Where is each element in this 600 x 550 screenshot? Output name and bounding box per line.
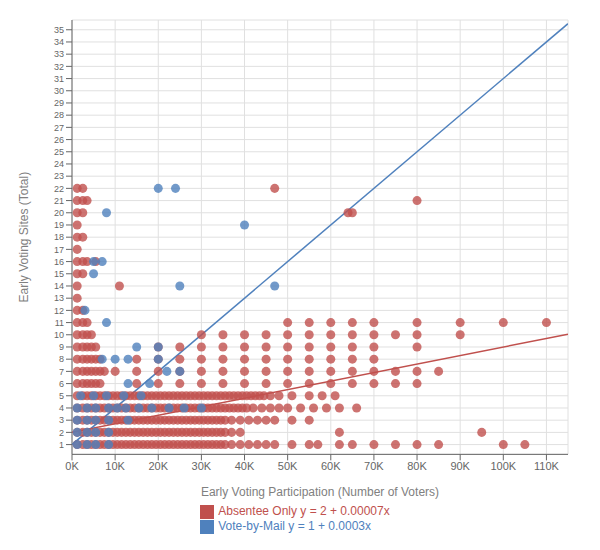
svg-text:0K: 0K	[65, 460, 79, 472]
svg-text:4: 4	[59, 403, 64, 413]
svg-text:60K: 60K	[321, 460, 341, 472]
svg-text:30K: 30K	[192, 460, 212, 472]
svg-text:Early Voting Sites (Total): Early Voting Sites (Total)	[17, 172, 31, 303]
svg-text:16: 16	[54, 257, 64, 267]
svg-text:1: 1	[59, 440, 64, 450]
svg-text:14: 14	[54, 281, 64, 291]
svg-text:22: 22	[54, 184, 64, 194]
svg-text:34: 34	[54, 37, 64, 47]
svg-text:31: 31	[54, 74, 64, 84]
svg-text:2: 2	[59, 428, 64, 438]
svg-text:23: 23	[54, 171, 64, 181]
svg-text:10: 10	[54, 330, 64, 340]
svg-text:7: 7	[59, 367, 64, 377]
svg-text:24: 24	[54, 159, 64, 169]
svg-text:30: 30	[54, 86, 64, 96]
svg-text:26: 26	[54, 135, 64, 145]
svg-text:25: 25	[54, 147, 64, 157]
svg-text:100K: 100K	[490, 460, 516, 472]
svg-text:28: 28	[54, 110, 64, 120]
svg-text:10K: 10K	[105, 460, 125, 472]
svg-text:8: 8	[59, 354, 64, 364]
svg-text:32: 32	[54, 62, 64, 72]
svg-text:13: 13	[54, 293, 64, 303]
svg-text:15: 15	[54, 269, 64, 279]
html-text:Absentee Only y = 2 + 0.00007x: Absentee Only y = 2 + 0.00007x	[218, 504, 390, 519]
svg-text:17: 17	[54, 245, 64, 255]
svg-text:19: 19	[54, 220, 64, 230]
svg-text:50K: 50K	[278, 460, 298, 472]
svg-text:6: 6	[59, 379, 64, 389]
svg-text:29: 29	[54, 98, 64, 108]
svg-text:20K: 20K	[148, 460, 168, 472]
svg-text:27: 27	[54, 123, 64, 133]
svg-text:21: 21	[54, 196, 64, 206]
svg-text:18: 18	[54, 232, 64, 242]
svg-text:9: 9	[59, 342, 64, 352]
svg-text:80K: 80K	[407, 460, 427, 472]
svg-text:12: 12	[54, 306, 64, 316]
svg-text:110K: 110K	[534, 460, 560, 472]
svg-text:90K: 90K	[450, 460, 470, 472]
svg-text:5: 5	[59, 391, 64, 401]
svg-text:70K: 70K	[364, 460, 384, 472]
svg-text:33: 33	[54, 49, 64, 59]
svg-text:Early Voting Participation (Nu: Early Voting Participation (Number of Vo…	[201, 485, 439, 499]
svg-text:11: 11	[55, 318, 64, 328]
svg-text:40K: 40K	[235, 460, 255, 472]
html-text:Vote-by-Mail y = 1 + 0.0003x: Vote-by-Mail y = 1 + 0.0003x	[218, 519, 371, 534]
svg-text:20: 20	[54, 208, 64, 218]
svg-text:35: 35	[54, 25, 64, 35]
svg-text:3: 3	[59, 415, 64, 425]
